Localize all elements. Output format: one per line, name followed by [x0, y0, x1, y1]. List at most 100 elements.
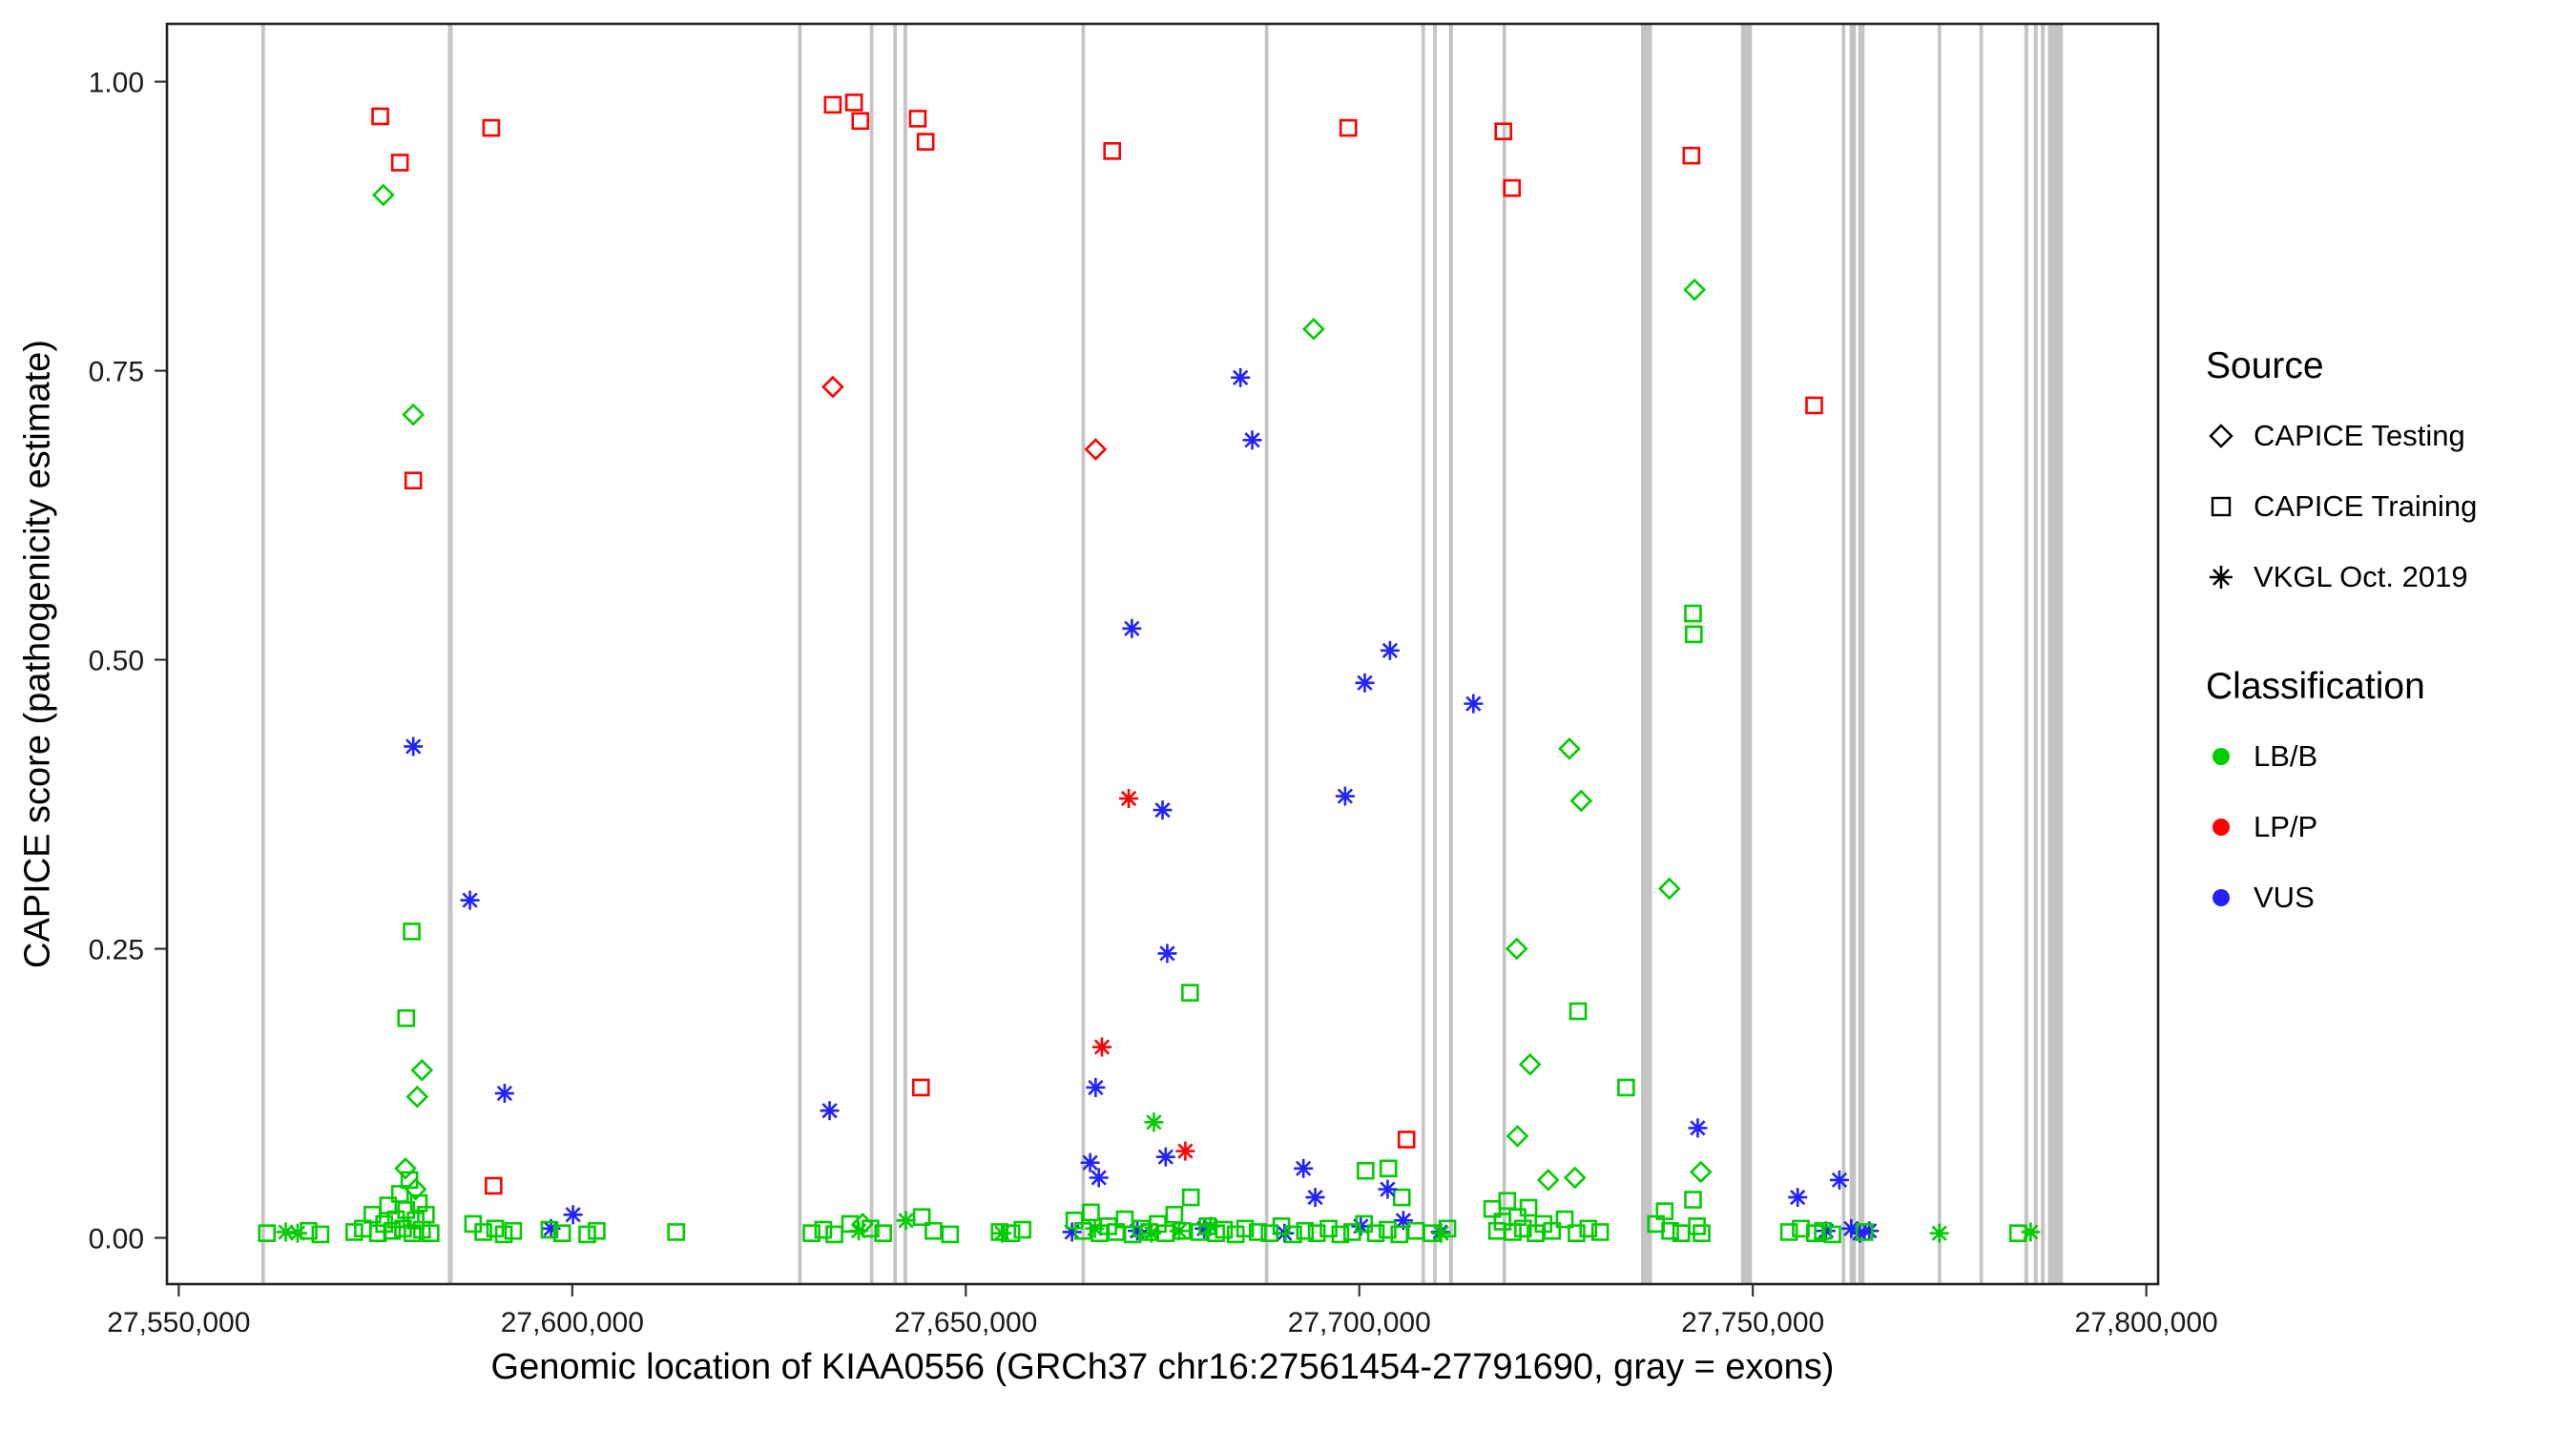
x-tick-label: 27,750,000	[1681, 1307, 1824, 1338]
data-point	[1302, 318, 1325, 341]
legend-classification-group: Classification LB/B LP/P VUS	[2206, 666, 2568, 933]
data-point	[1693, 1224, 1711, 1242]
data-point	[1395, 1213, 1412, 1229]
data-point	[1103, 142, 1122, 160]
exon-bar	[2047, 24, 2064, 1284]
legend-label: VUS	[2254, 881, 2315, 914]
data-point	[1503, 178, 1522, 197]
data-point	[1655, 1202, 1674, 1220]
data-point	[372, 183, 395, 207]
data-point	[1494, 122, 1512, 141]
data-point	[1165, 1205, 1184, 1224]
exon-bar	[1433, 24, 1437, 1284]
data-point	[821, 375, 844, 399]
data-point	[1296, 1221, 1315, 1240]
exon-bar	[1858, 24, 1865, 1284]
data-point	[1154, 801, 1171, 819]
data-point	[1684, 1191, 1702, 1209]
data-point	[400, 1171, 419, 1190]
data-point	[1617, 1078, 1635, 1097]
data-point	[1091, 1170, 1107, 1186]
data-point	[1379, 1159, 1398, 1178]
exon-bar	[2041, 24, 2046, 1284]
asterisk-icon	[2210, 566, 2233, 589]
data-point	[1331, 1225, 1350, 1244]
data-point	[1856, 1223, 1874, 1241]
data-point	[552, 1224, 571, 1242]
data-point	[924, 1221, 943, 1240]
data-point	[394, 1156, 417, 1180]
data-point	[383, 1221, 402, 1240]
data-point	[1814, 1221, 1832, 1240]
data-point	[908, 110, 927, 128]
data-point	[390, 154, 409, 172]
vus-dot-icon	[2212, 889, 2230, 906]
data-point	[1093, 1039, 1111, 1055]
data-point	[397, 1008, 416, 1027]
data-point	[1337, 788, 1353, 804]
data-point	[1536, 1169, 1560, 1192]
data-point	[1406, 1221, 1425, 1240]
data-point	[1159, 945, 1175, 962]
data-point	[1236, 1219, 1255, 1238]
data-point	[258, 1224, 277, 1242]
data-point	[1563, 1166, 1587, 1190]
data-point	[1505, 937, 1528, 961]
x-tick-label: 27,700,000	[1288, 1307, 1431, 1338]
data-point	[371, 107, 389, 126]
data-point	[1143, 1225, 1160, 1241]
exon-bar	[1849, 24, 1857, 1284]
exon-bar	[904, 24, 907, 1284]
legend-item-lbb: LB/B	[2206, 721, 2568, 792]
y-tick-label: 1.00	[89, 68, 144, 99]
data-point	[916, 133, 935, 151]
exon-bar	[1841, 24, 1846, 1284]
data-point	[1931, 1225, 1947, 1241]
data-point	[911, 1078, 930, 1097]
data-point	[1124, 620, 1140, 636]
data-point	[404, 471, 423, 490]
data-point	[1146, 1114, 1162, 1130]
data-point	[1390, 1225, 1409, 1244]
data-point	[1157, 1149, 1174, 1165]
data-point	[1249, 1223, 1267, 1241]
data-point	[311, 1225, 330, 1244]
data-point	[1284, 1225, 1302, 1244]
data-point	[1355, 1214, 1373, 1234]
data-point	[1508, 1208, 1527, 1227]
exon-bar	[2024, 24, 2028, 1284]
data-point	[404, 1177, 427, 1201]
legend-source-group: Source CAPICE Testing CAPICE Training	[2206, 345, 2568, 612]
exon-bar	[1740, 24, 1753, 1284]
data-point	[1226, 1225, 1245, 1244]
y-tick-label: 0.75	[89, 357, 144, 388]
data-point	[1506, 1125, 1529, 1148]
legend-item-capice-training: CAPICE Training	[2206, 471, 2568, 542]
data-point	[504, 1221, 523, 1240]
legend-source-title: Source	[2206, 345, 2324, 386]
data-point	[898, 1213, 914, 1229]
data-point	[417, 1205, 435, 1224]
data-point	[1088, 1079, 1104, 1096]
data-point	[1244, 432, 1260, 448]
data-point	[1684, 604, 1702, 623]
exon-bar	[260, 24, 265, 1284]
data-point	[1568, 1002, 1588, 1021]
data-point	[1518, 1052, 1542, 1076]
data-point	[1852, 1225, 1868, 1241]
y-axis-title: CAPICE score (pathogenicity estimate)	[17, 340, 58, 968]
data-point	[1357, 674, 1373, 691]
data-point	[844, 93, 863, 112]
data-point	[1082, 1154, 1098, 1171]
data-point	[2023, 1224, 2039, 1240]
data-point	[1861, 1223, 1878, 1239]
legend-panel: Source CAPICE Testing CAPICE Training	[2206, 345, 2568, 933]
exon-bar	[1081, 24, 1086, 1284]
data-point	[1307, 1224, 1326, 1242]
data-point	[1558, 737, 1581, 760]
data-point	[1181, 984, 1199, 1002]
plot-panel-border	[165, 22, 2160, 1286]
data-point	[1084, 438, 1108, 461]
